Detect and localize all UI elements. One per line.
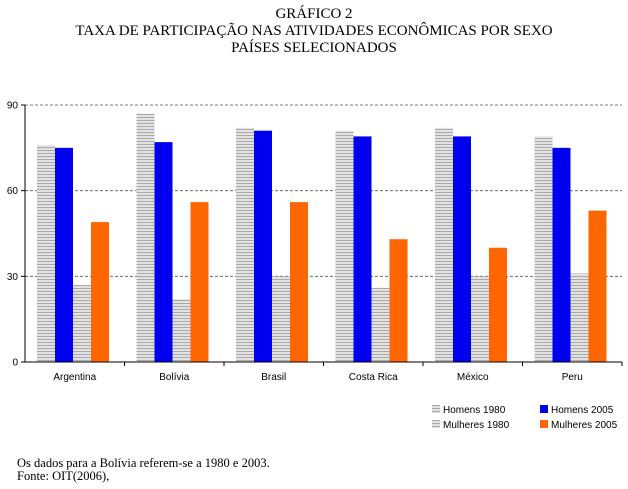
legend-label: Homens 1980 <box>443 405 506 416</box>
legend: Homens 1980 Homens 2005 Mulheres 1980 Mulhe… <box>432 405 618 431</box>
x-tick-label: Brasil <box>261 372 286 383</box>
bar <box>435 127 453 362</box>
legend-label: Mulheres 2005 <box>551 420 618 431</box>
bar <box>91 222 109 362</box>
y-tick-label: 30 <box>7 272 19 283</box>
legend-label: Mulheres 1980 <box>443 420 510 431</box>
footnote: Os dados para a Bolívia referem-se a 198… <box>17 456 270 470</box>
bar <box>489 247 507 362</box>
bar <box>136 113 155 362</box>
bar <box>254 130 272 362</box>
source-note: Fonte: OIT(2006), <box>17 469 110 483</box>
y-tick-label: 60 <box>7 186 19 197</box>
bar <box>172 299 191 362</box>
chart-title-line-2: TAXA DE PARTICIPAÇÃO NAS ATIVIDADES ECON… <box>75 23 553 39</box>
bar <box>335 130 354 362</box>
x-tick-label: México <box>457 372 489 383</box>
axes: 0 30 60 90 Argentina Bolívia Brasil Costa Rica M… <box>7 101 623 383</box>
y-tick-label: 0 <box>12 358 18 369</box>
bar <box>389 239 408 362</box>
legend-swatch <box>540 405 548 413</box>
x-tick-label: Costa Rica <box>349 372 398 383</box>
bars <box>37 113 607 362</box>
chart-title-line-1: GRÁFICO 2 <box>275 6 353 22</box>
bar <box>55 147 73 362</box>
x-tick-label: Peru <box>562 372 583 383</box>
chart-title-line-3: PAÍSES SELECIONADOS <box>231 40 397 56</box>
bar <box>37 144 55 362</box>
bar <box>453 136 471 362</box>
x-tick-label: Bolívia <box>159 372 189 383</box>
bar <box>73 284 91 362</box>
bar <box>534 136 553 362</box>
bar <box>236 127 254 362</box>
legend-swatch <box>540 420 548 428</box>
y-tick-label: 90 <box>7 101 19 112</box>
bar <box>190 202 209 362</box>
legend-label: Homens 2005 <box>551 405 614 416</box>
legend-swatch <box>432 420 440 428</box>
x-tick-label: Argentina <box>53 372 96 383</box>
bar <box>570 273 589 362</box>
bar-chart: 0 30 60 90 Argentina Bolívia Brasil Costa Rica M… <box>7 101 623 431</box>
bar <box>353 136 372 362</box>
bar <box>471 276 489 362</box>
bar <box>272 276 290 362</box>
bar <box>290 202 308 362</box>
legend-swatch <box>432 405 440 413</box>
bar <box>154 142 173 362</box>
bar <box>552 147 571 362</box>
bar <box>588 210 607 362</box>
gridlines <box>25 104 622 277</box>
bar <box>371 287 390 362</box>
